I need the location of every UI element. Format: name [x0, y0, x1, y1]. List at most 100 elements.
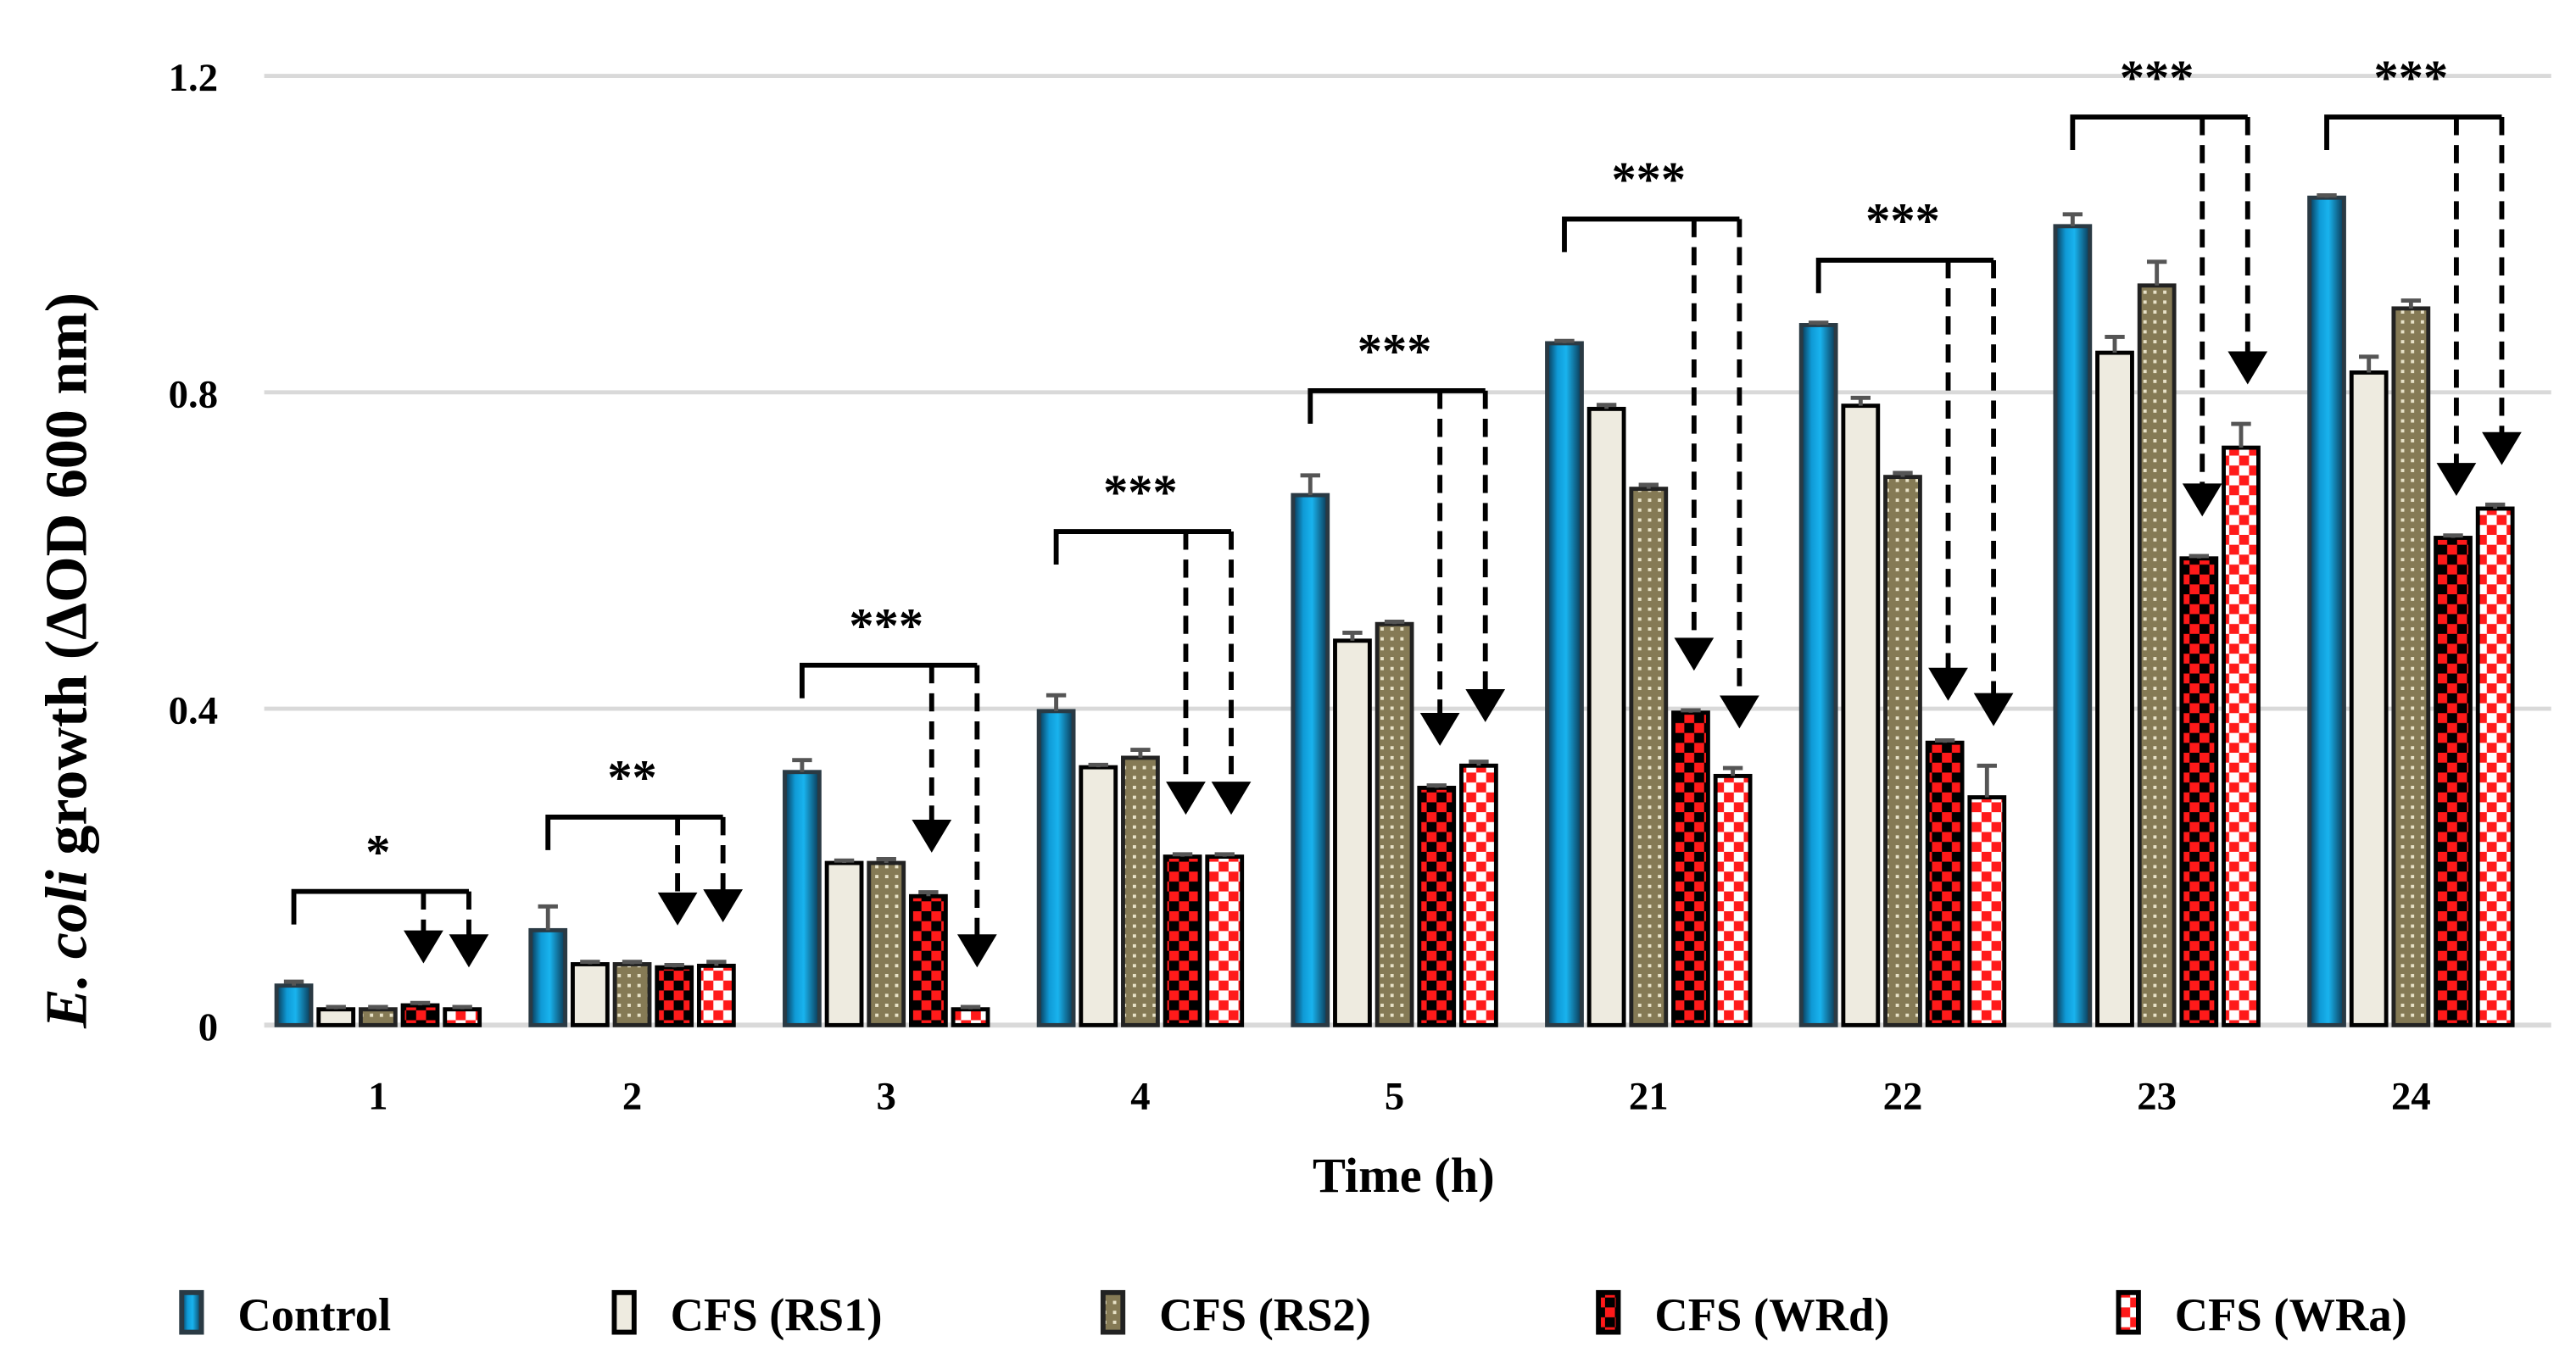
- bar-cfs-rs1: [1841, 403, 1881, 1027]
- x-tick-labels: 1 2 3 4 5 21 22 23 24: [368, 1075, 2431, 1119]
- bar-cfs-rs2: [612, 962, 652, 1027]
- arrow-head-icon: [2436, 463, 2477, 497]
- error-bar: [1469, 760, 1489, 766]
- bar-control: [783, 770, 822, 1027]
- arrow-head-icon: [1973, 693, 2014, 726]
- error-bar: [283, 979, 304, 986]
- error-bar: [2062, 212, 2083, 226]
- legend: Control CFS (RS1) CFS (RS2) CFS (WRd) CFS (W…: [179, 1289, 2407, 1341]
- bar-cfs-rs1: [316, 1007, 356, 1027]
- bar-control: [1036, 709, 1076, 1027]
- error-bar: [1596, 403, 1617, 409]
- arrow-head-icon: [1720, 695, 1759, 729]
- error-bar: [2188, 554, 2210, 559]
- arrow-head-icon: [2182, 483, 2222, 517]
- error-bar: [2146, 259, 2167, 286]
- arrow-head-icon: [2228, 351, 2268, 385]
- significance-bracket: [2324, 114, 2502, 150]
- arrow-head-icon: [703, 889, 744, 923]
- x-tick-label: 2: [622, 1075, 642, 1119]
- x-tick-label: 21: [1629, 1075, 1669, 1119]
- arrow-head-icon: [1674, 637, 1715, 671]
- bar-cfs-rs1: [1333, 638, 1372, 1027]
- y-axis-label: E. coli growth (ΔOD 600 nm): [34, 292, 99, 1029]
- error-bar: [1934, 737, 1955, 743]
- legend-swatch: [2116, 1289, 2141, 1335]
- error-bar: [664, 962, 684, 968]
- significance-bracket: [1308, 387, 1486, 424]
- bar-cfs-rs2: [1374, 621, 1414, 1027]
- bar-cfs-wrd: [1925, 740, 1965, 1027]
- legend-swatch: [611, 1289, 637, 1335]
- bar-cfs-rs2: [1629, 487, 1669, 1027]
- bar-cfs-wra: [696, 963, 736, 1027]
- error-bar: [2359, 354, 2379, 373]
- bar-cfs-wra: [2475, 506, 2515, 1027]
- bar-cfs-wra: [1459, 763, 1498, 1027]
- bar-control: [528, 927, 568, 1027]
- error-bar: [706, 960, 727, 966]
- error-bar: [452, 1004, 472, 1010]
- error-bar: [792, 758, 812, 772]
- significance-bracket: [799, 662, 978, 698]
- error-bar: [1300, 473, 1320, 496]
- bar-cfs-wrd: [400, 1003, 440, 1027]
- bar-cfs-rs2: [867, 860, 906, 1027]
- bar-control: [1545, 341, 1584, 1027]
- bar-cfs-rs1: [571, 962, 610, 1027]
- bar-cfs-wrd: [1163, 854, 1202, 1027]
- x-tick-label: 4: [1130, 1075, 1150, 1119]
- error-bar: [2317, 192, 2337, 198]
- error-bar: [1342, 631, 1363, 641]
- error-bar: [622, 960, 643, 965]
- bar-cfs-wra: [1205, 854, 1245, 1027]
- error-bar: [326, 1004, 346, 1010]
- significance-stars: *: [365, 824, 390, 879]
- x-tick-label: 3: [877, 1075, 896, 1119]
- significance-stars: ***: [1103, 465, 1178, 520]
- significance-stars: ***: [2374, 50, 2449, 105]
- y-tick-label: 0.8: [169, 372, 218, 416]
- x-tick-label: 5: [1385, 1075, 1404, 1119]
- bar-cfs-rs2: [2391, 306, 2431, 1027]
- arrow-head-icon: [956, 934, 997, 968]
- bar-control: [1291, 493, 1330, 1027]
- error-bar: [1172, 852, 1193, 857]
- error-bar: [1977, 763, 1997, 798]
- arrow-head-icon: [1166, 782, 1206, 815]
- bar-control: [2053, 224, 2093, 1027]
- x-tick-label: 24: [2391, 1075, 2431, 1119]
- y-tick-labels: 0 0.4 0.8 1.2: [169, 56, 218, 1049]
- legend-label: CFS (RS1): [671, 1289, 883, 1341]
- error-bar: [918, 890, 939, 897]
- significance-bracket: [1562, 216, 1740, 253]
- significance-stars: ***: [1865, 193, 1940, 248]
- arrow-head-icon: [657, 892, 698, 926]
- significance-annotations: ********************* ***: [291, 50, 2522, 968]
- error-bar: [876, 856, 896, 864]
- significance-stars: ***: [1611, 152, 1686, 207]
- significance-stars: **: [607, 750, 656, 805]
- legend-label: Control: [237, 1289, 391, 1341]
- bar-cfs-wra: [443, 1007, 482, 1027]
- bar-control: [2307, 195, 2346, 1027]
- significance-stars: ***: [1358, 324, 1432, 379]
- error-bar: [834, 858, 855, 864]
- significance-bracket: [2070, 114, 2248, 150]
- x-tick-label: 22: [1883, 1075, 1923, 1119]
- significance-bracket: [1815, 258, 1994, 293]
- error-bar: [368, 1004, 388, 1010]
- error-bar: [2485, 502, 2506, 509]
- error-bar: [2400, 298, 2422, 309]
- arrow-head-icon: [1419, 712, 1460, 746]
- error-bar: [1088, 762, 1108, 768]
- arrow-head-icon: [449, 934, 489, 968]
- y-tick-label: 1.2: [169, 56, 218, 100]
- bar-cfs-rs2: [358, 1007, 398, 1027]
- bar-cfs-wra: [1713, 773, 1753, 1027]
- x-axis-label: Time (h): [1313, 1148, 1495, 1203]
- error-bar: [1426, 783, 1447, 788]
- legend-swatch: [1596, 1289, 1621, 1335]
- error-bar: [2443, 533, 2463, 538]
